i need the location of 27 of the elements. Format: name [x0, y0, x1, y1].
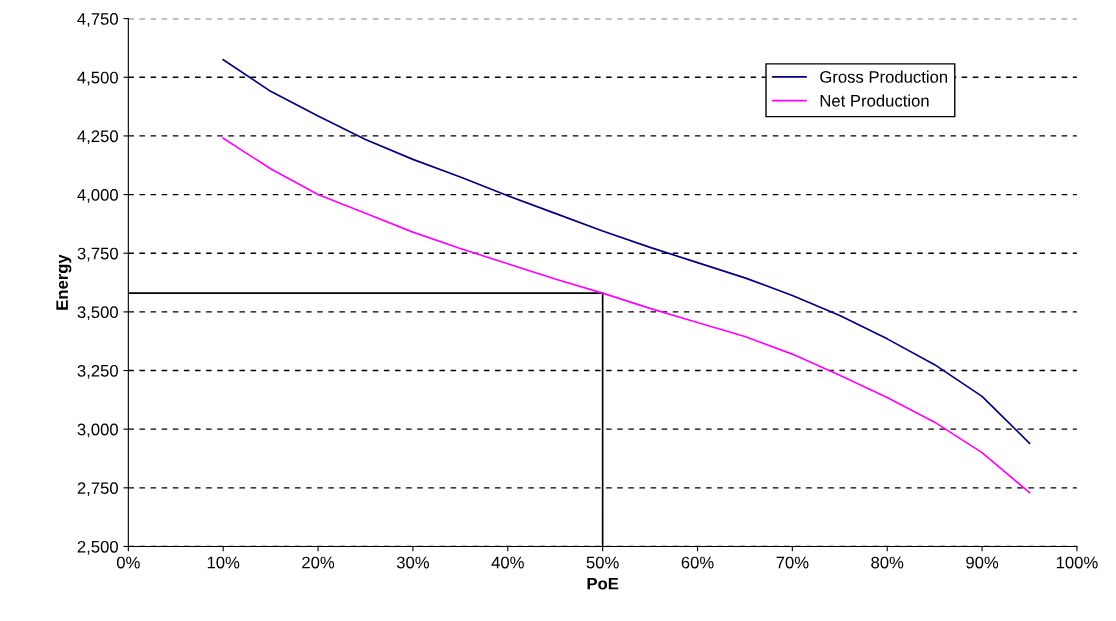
- x-tick-label: 10%: [207, 556, 240, 569]
- x-tick-label: 50%: [586, 556, 619, 569]
- y-tick-label: 4,000: [77, 188, 118, 203]
- y-tick-label: 3,000: [77, 423, 118, 438]
- x-tick-label: 0%: [116, 556, 140, 569]
- line-series: [222, 58, 1031, 445]
- y-tick-label: 3,500: [77, 306, 118, 321]
- y-tick-label: 4,500: [77, 71, 118, 86]
- x-tick-label: 100%: [1056, 556, 1098, 569]
- y-tick-label: 2,750: [77, 482, 118, 496]
- x-tick-label: 60%: [681, 556, 714, 569]
- legend-label: Gross Production: [820, 70, 948, 83]
- x-tick-label: 70%: [776, 556, 809, 569]
- y-tick-label: 2,500: [77, 540, 118, 555]
- x-tick-label: 20%: [302, 556, 335, 569]
- line-series: [222, 137, 1031, 494]
- legend-label: Net Production: [820, 94, 929, 107]
- y-tick-label: 4,250: [77, 130, 118, 145]
- x-tick-label: 90%: [966, 556, 999, 569]
- y-tick-label: 3,750: [77, 247, 118, 262]
- x-tick-label: 40%: [491, 556, 524, 569]
- x-tick-label: 30%: [396, 556, 430, 569]
- y-axis-title: Energy: [56, 254, 72, 310]
- y-tick-label: 4,750: [77, 13, 118, 27]
- x-axis-title: PoE: [587, 577, 619, 590]
- x-tick-label: 80%: [871, 556, 904, 569]
- y-tick-label: 3,250: [77, 364, 118, 379]
